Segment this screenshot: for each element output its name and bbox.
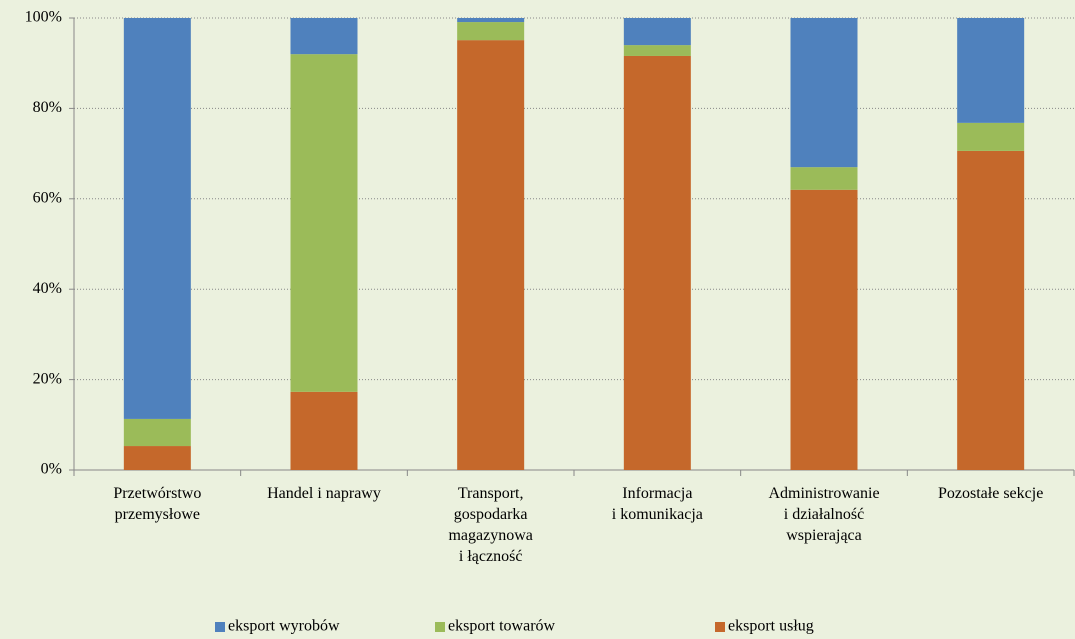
y-tick-label: 20% <box>33 370 62 387</box>
x-tick-label: Pozostałe sekcje <box>938 485 1044 502</box>
bar-segment <box>790 18 858 168</box>
y-tick-label: 100% <box>25 9 62 26</box>
y-tick-label: 80% <box>33 99 62 116</box>
bar-segment <box>957 150 1025 470</box>
legend-label: eksport towarów <box>448 618 556 635</box>
bar-segment <box>790 189 858 470</box>
bar-segment <box>457 40 525 470</box>
x-tick-label: Transport, gospodarka magazynowa i łączn… <box>448 485 533 565</box>
bar-segment <box>623 55 691 471</box>
bar-segment <box>623 18 691 46</box>
bar-segment <box>623 45 691 56</box>
bar-segment <box>123 446 191 470</box>
x-tick-label: Informacja i komunikacja <box>611 485 703 523</box>
bar-segment <box>457 22 525 41</box>
legend-label: eksport wyrobów <box>228 618 340 635</box>
bar-segment <box>790 167 858 190</box>
bar-segment <box>123 18 191 419</box>
y-tick-label: 0% <box>41 461 62 478</box>
x-tick-label: Administrowanie i działalność wspierając… <box>768 485 880 544</box>
y-tick-label: 60% <box>33 189 62 206</box>
bar-segment <box>957 122 1025 151</box>
legend-swatch <box>435 622 445 632</box>
bar-segment <box>290 18 358 55</box>
bar-segment <box>123 418 191 447</box>
bar-segment <box>457 18 525 23</box>
legend-swatch <box>715 622 725 632</box>
x-tick-label: Przetwórstwo przemysłowe <box>113 485 202 523</box>
legend-swatch <box>215 622 225 632</box>
legend-label: eksport usług <box>728 618 814 635</box>
bar-segment <box>957 18 1025 123</box>
x-tick-label: Handel i naprawy <box>267 485 381 502</box>
bar-segment <box>290 391 358 470</box>
y-tick-label: 40% <box>33 280 62 297</box>
bar-segment <box>290 54 358 392</box>
